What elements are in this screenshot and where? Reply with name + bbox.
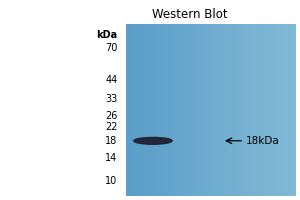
Text: 10: 10 (105, 176, 118, 186)
Text: 70: 70 (105, 43, 118, 53)
Text: 26: 26 (105, 111, 118, 121)
Text: 14: 14 (105, 153, 118, 163)
Text: 18: 18 (105, 136, 118, 146)
Ellipse shape (134, 137, 172, 144)
Text: kDa: kDa (97, 30, 118, 40)
Text: 44: 44 (105, 75, 118, 85)
Text: Western Blot: Western Blot (152, 8, 227, 21)
Text: 22: 22 (105, 122, 118, 132)
Text: 18kDa: 18kDa (245, 136, 279, 146)
Text: 33: 33 (105, 94, 118, 104)
